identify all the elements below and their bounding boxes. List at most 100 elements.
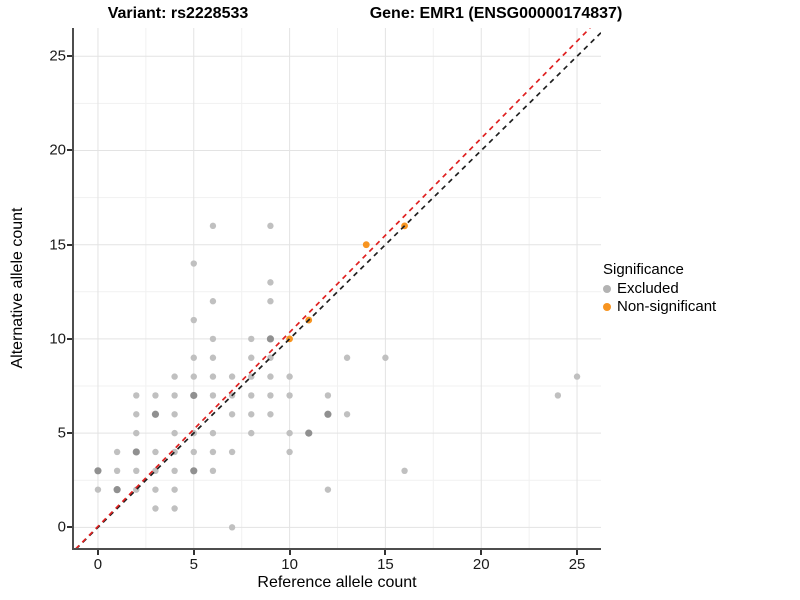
y-tick-mark: [67, 337, 72, 340]
x-axis-line: [72, 548, 601, 550]
point-excluded: [152, 505, 159, 512]
point-excluded: [248, 429, 255, 437]
point-excluded: [267, 411, 274, 418]
x-tick-mark: [384, 550, 387, 555]
point-excluded: [152, 486, 159, 493]
point-excluded: [267, 279, 274, 286]
point-excluded: [267, 222, 274, 230]
point-excluded: [248, 354, 255, 361]
point-excluded: [171, 392, 178, 399]
point-excluded: [171, 411, 178, 418]
point-excluded: [171, 373, 178, 380]
point-excluded: [209, 373, 217, 380]
y-axis-line: [72, 28, 74, 550]
point-excluded: [94, 467, 102, 475]
point-excluded: [554, 392, 562, 399]
y-tick-label: 20: [49, 141, 66, 159]
point-excluded: [228, 524, 236, 531]
point-excluded: [401, 467, 408, 475]
point-excluded: [94, 486, 102, 493]
point-excluded: [343, 411, 351, 418]
point-non-significant: [362, 241, 370, 249]
x-tick-mark: [96, 550, 99, 555]
point-excluded: [113, 486, 121, 494]
legend-title: Significance: [603, 261, 684, 278]
point-excluded: [209, 298, 217, 305]
legend-item-excluded: Excluded: [603, 280, 798, 298]
point-excluded: [152, 392, 159, 399]
point-excluded: [209, 429, 217, 437]
legend-item-label: Non-significant: [617, 298, 717, 315]
point-excluded: [171, 505, 178, 512]
legend-items: Excluded Non-significant: [603, 280, 798, 316]
point-excluded: [248, 392, 255, 399]
point-excluded: [190, 354, 197, 361]
point-excluded: [151, 410, 160, 418]
fit-line: [75, 27, 591, 550]
point-excluded: [324, 486, 332, 493]
y-tick-mark: [67, 55, 72, 58]
point-excluded: [190, 373, 197, 380]
point-excluded: [286, 392, 293, 399]
y-tick-label: 10: [49, 330, 66, 348]
point-excluded: [228, 448, 236, 456]
y-tick-label: 0: [57, 518, 66, 536]
y-tick-mark: [67, 432, 72, 435]
point-excluded: [209, 222, 217, 230]
scatter-plot: [74, 27, 602, 550]
point-excluded: [209, 335, 217, 343]
x-tick-mark: [480, 550, 483, 555]
point-excluded: [324, 410, 332, 418]
point-excluded: [190, 391, 198, 400]
point-excluded: [343, 354, 351, 361]
y-tick-mark: [67, 149, 72, 152]
point-excluded: [382, 354, 389, 361]
point-excluded: [209, 354, 217, 361]
point-excluded: [113, 448, 121, 456]
point-excluded: [133, 429, 140, 437]
y-tick-label: 15: [49, 236, 66, 254]
point-excluded: [190, 448, 197, 456]
x-tick-label: 10: [281, 556, 298, 573]
x-tick-mark: [192, 550, 195, 555]
y-tick-label: 5: [57, 424, 66, 442]
point-excluded: [305, 429, 313, 437]
y-tick-label: 25: [49, 47, 66, 65]
point-excluded: [267, 298, 274, 305]
x-tick-label: 20: [472, 556, 490, 573]
point-excluded: [267, 373, 274, 380]
point-excluded: [324, 392, 332, 399]
x-tick-mark: [288, 550, 291, 555]
x-tick-mark: [576, 550, 579, 555]
point-excluded: [113, 467, 121, 475]
point-excluded: [248, 411, 255, 418]
point-excluded: [266, 335, 275, 343]
point-excluded: [286, 373, 293, 380]
point-excluded: [248, 335, 255, 343]
x-tick-label: 0: [93, 556, 103, 573]
point-excluded: [133, 467, 140, 475]
point-excluded: [286, 429, 293, 437]
point-excluded: [132, 448, 140, 456]
legend-item-label: Excluded: [617, 280, 679, 297]
gene-title: Gene: EMR1 (ENSG00000174837): [369, 5, 623, 22]
point-excluded: [171, 467, 178, 475]
point-excluded: [171, 486, 178, 493]
point-excluded: [190, 260, 197, 267]
x-axis-title: Reference allele count: [257, 574, 417, 591]
x-tick-label: 15: [377, 556, 394, 573]
point-excluded: [286, 448, 293, 456]
legend-dot-icon: [603, 303, 611, 311]
point-excluded: [228, 411, 236, 418]
point-excluded: [209, 392, 217, 399]
point-excluded: [152, 448, 159, 456]
point-excluded: [190, 467, 198, 475]
legend-dot-icon: [603, 285, 611, 293]
point-excluded: [228, 373, 236, 380]
point-excluded: [573, 373, 581, 380]
point-excluded: [209, 467, 217, 475]
variant-title: Variant: rs2228533: [107, 5, 249, 22]
point-excluded: [133, 411, 140, 418]
y-axis-title: Alternative allele count: [9, 207, 26, 369]
